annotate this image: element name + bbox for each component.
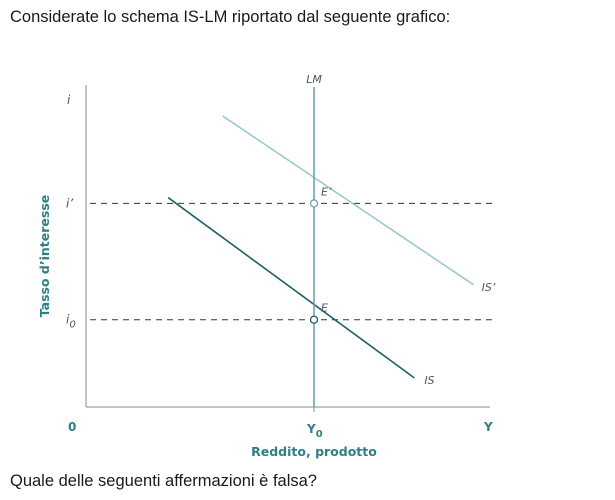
- series-label-lm: LM: [306, 73, 322, 86]
- series-label-is-prime: IS’: [482, 281, 496, 294]
- x-axis-label: Reddito, prodotto: [251, 444, 377, 459]
- equilibrium-label-e: E: [321, 302, 328, 315]
- equilibrium-point-e: [309, 315, 319, 324]
- y-tick-label-i0: i0: [66, 313, 76, 331]
- curve-is: [167, 196, 415, 379]
- y-tick-i0-sub: 0: [69, 320, 75, 331]
- series-label-is: IS: [424, 374, 434, 387]
- y-axis-label: Tasso d’interesse: [37, 195, 52, 318]
- question-intro: Considerate lo schema IS-LM riportato da…: [10, 8, 451, 26]
- equilibrium-point-e-prime: [309, 199, 319, 208]
- equilibrium-label-e-prime: E’: [321, 185, 332, 198]
- question-prompt: Quale delle seguenti affermazioni è fals…: [10, 472, 317, 490]
- origin-label: 0: [68, 420, 76, 434]
- curve-is-prime: [222, 115, 475, 286]
- y-axis-symbol: i: [67, 93, 71, 107]
- y-tick-i0-main: i: [66, 313, 70, 327]
- x-tick-label-y0: Y0: [306, 422, 323, 440]
- x-tick-y0-main: Y: [306, 422, 316, 436]
- x-tick-y0-sub: 0: [316, 429, 323, 440]
- is-lm-chart: i i’ i0 0 Y Y0 Reddito, prodotto Tasso d…: [37, 73, 496, 459]
- x-axis-symbol: Y: [483, 420, 493, 434]
- y-tick-label-i-prime: i’: [66, 196, 73, 210]
